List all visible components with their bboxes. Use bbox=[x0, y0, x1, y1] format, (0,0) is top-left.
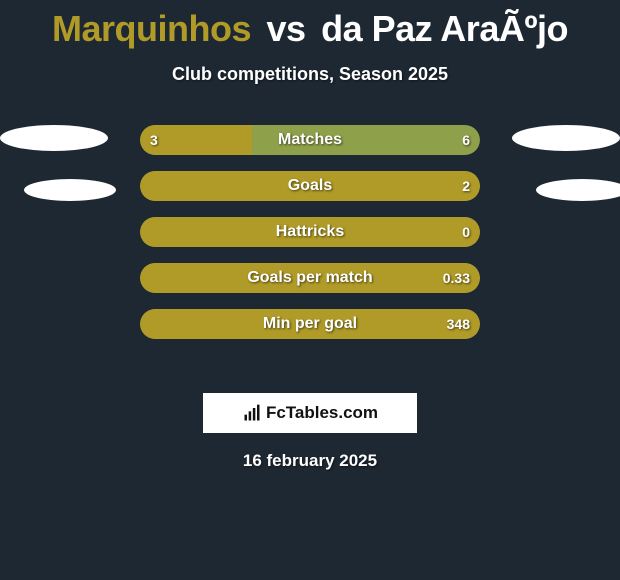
vs-text: vs bbox=[267, 8, 306, 49]
stat-bar-row: 0Hattricks bbox=[140, 217, 480, 247]
right-avatar-ellipse bbox=[512, 125, 620, 151]
comparison-chart: 36Matches 2Goals 0Hattricks 0.33Goals per m… bbox=[0, 125, 620, 375]
chart-icon bbox=[242, 403, 262, 423]
stat-bar-row: 36Matches bbox=[140, 125, 480, 155]
bar-left-fill bbox=[140, 309, 480, 339]
left-avatar-ellipse bbox=[0, 125, 108, 151]
stat-bar-row: 0.33Goals per match bbox=[140, 263, 480, 293]
right-avatar-ellipse bbox=[536, 179, 620, 201]
stat-bar-row: 348Min per goal bbox=[140, 309, 480, 339]
date-text: 16 february 2025 bbox=[0, 451, 620, 471]
bar-left-fill bbox=[140, 263, 480, 293]
brand-text: FcTables.com bbox=[266, 403, 378, 423]
stat-bar-row: 2Goals bbox=[140, 171, 480, 201]
player1-name: Marquinhos bbox=[52, 8, 251, 49]
bar-left-fill bbox=[140, 125, 252, 155]
brand-badge: FcTables.com bbox=[203, 393, 417, 433]
player2-name: da Paz AraÃºjo bbox=[321, 8, 568, 49]
subtitle: Club competitions, Season 2025 bbox=[0, 64, 620, 85]
comparison-title: Marquinhos vs da Paz AraÃºjo bbox=[0, 0, 620, 50]
stat-bars: 36Matches 2Goals 0Hattricks 0.33Goals per m… bbox=[140, 125, 480, 355]
bar-left-fill bbox=[140, 217, 480, 247]
left-avatar-ellipse bbox=[24, 179, 116, 201]
bar-left-fill bbox=[140, 171, 480, 201]
